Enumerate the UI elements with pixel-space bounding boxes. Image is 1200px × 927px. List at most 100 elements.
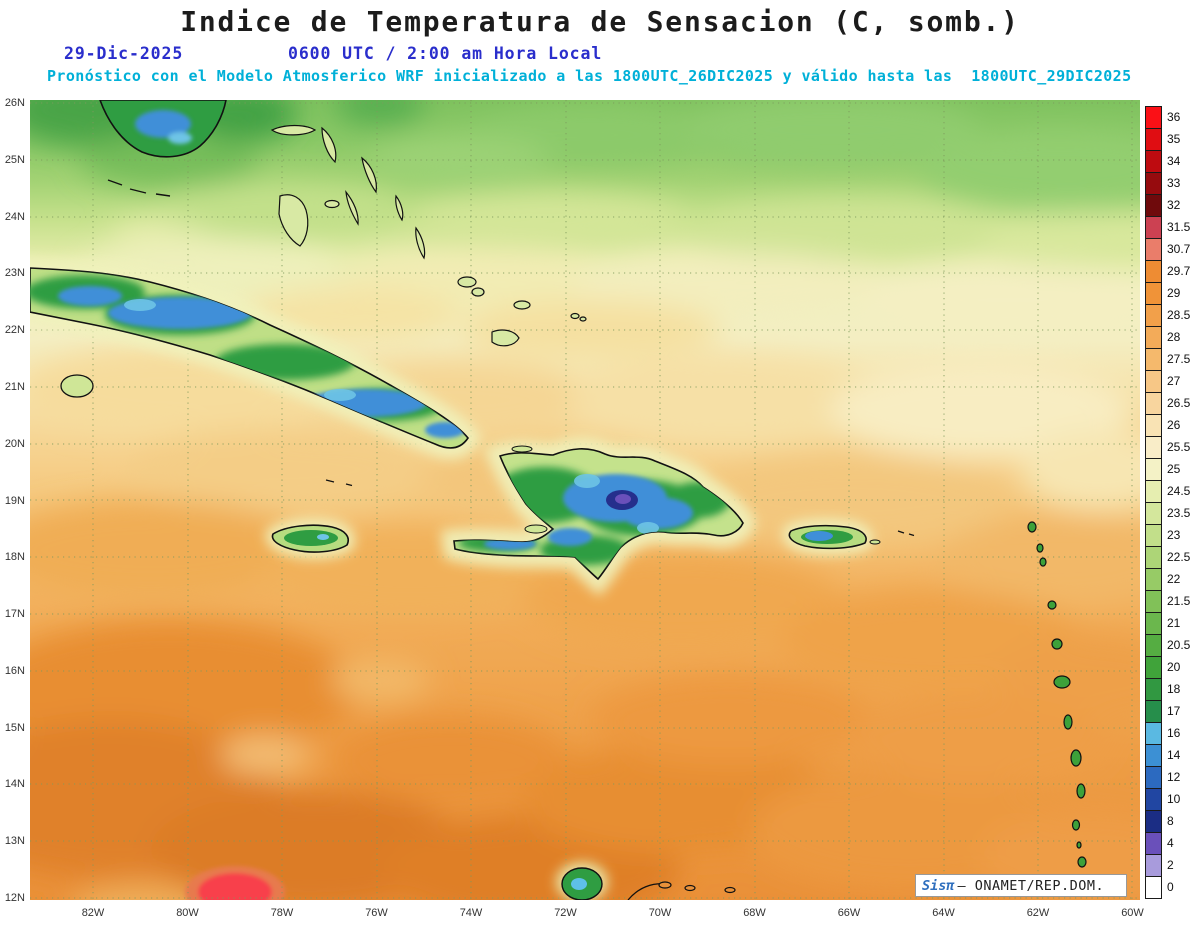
legend-value-label: 30.7 (1167, 242, 1191, 256)
legend-value-label: 16 (1167, 726, 1181, 740)
legend-swatch (1145, 744, 1162, 767)
legend-value-label: 21 (1167, 616, 1181, 630)
lesser-antilles-group (1027, 521, 1094, 895)
lat-tick-label: 22N (4, 324, 25, 337)
legend-swatch (1145, 656, 1162, 679)
lat-tick-label: 19N (4, 494, 25, 507)
legend-row: 8 (1145, 810, 1190, 833)
field-blobs (30, 100, 1140, 900)
legend-value-label: 26 (1167, 418, 1181, 432)
lat-tick-label: 16N (4, 664, 25, 677)
legend-row: 36 (1145, 106, 1190, 129)
legend-swatch (1145, 172, 1162, 195)
lon-tick-label: 70W (648, 907, 672, 919)
legend-swatch (1145, 524, 1162, 547)
legend-value-label: 29.7 (1167, 264, 1191, 278)
legend-swatch (1145, 304, 1162, 327)
legend-value-label: 20 (1167, 660, 1181, 674)
legend-value-label: 20.5 (1167, 638, 1191, 652)
legend-value-label: 27.5 (1167, 352, 1191, 366)
legend-swatch (1145, 700, 1162, 723)
legend-row: 33 (1145, 172, 1190, 195)
legend-value-label: 31.5 (1167, 220, 1191, 234)
vieques-island (869, 539, 881, 545)
lon-tick-label: 76W (365, 907, 388, 919)
lon-tick-label: 72W (554, 907, 577, 919)
legend-swatch (1145, 854, 1162, 877)
legend-value-label: 32 (1167, 198, 1181, 212)
legend-row: 30.7 (1145, 238, 1190, 261)
lon-tick-label: 68W (743, 907, 766, 919)
lat-tick-label: 26N (4, 97, 25, 109)
legend-value-label: 0 (1167, 880, 1174, 894)
lon-tick-label: 62W (1026, 907, 1050, 919)
gonave-island (524, 524, 548, 534)
legend-row: 27.5 (1145, 348, 1190, 371)
legend-row: 32 (1145, 194, 1190, 217)
legend-value-label: 22 (1167, 572, 1181, 586)
legend-row: 14 (1145, 744, 1190, 767)
isle-of-youth (60, 374, 94, 398)
legend-row: 17 (1145, 700, 1190, 723)
legend-row: 22 (1145, 568, 1190, 591)
legend-value-label: 22.5 (1167, 550, 1191, 564)
legend-swatch (1145, 436, 1162, 459)
legend-swatch (1145, 766, 1162, 789)
legend-row: 10 (1145, 788, 1190, 811)
santa-marta-highlands (561, 867, 603, 900)
legend-swatch (1145, 458, 1162, 481)
legend-row: 20 (1145, 656, 1190, 679)
legend-row: 0 (1145, 876, 1190, 899)
legend-value-label: 26.5 (1167, 396, 1191, 410)
legend-value-label: 34 (1167, 154, 1181, 168)
legend-value-label: 28.5 (1167, 308, 1191, 322)
legend-swatch (1145, 788, 1162, 811)
legend-value-label: 35 (1167, 132, 1181, 146)
legend-value-label: 21.5 (1167, 594, 1191, 608)
lon-tick-label: 66W (837, 907, 861, 919)
legend-swatch (1145, 128, 1162, 151)
florida-keys (107, 179, 171, 197)
legend-swatch (1145, 568, 1162, 591)
legend-row: 28.5 (1145, 304, 1190, 327)
date-label: 29-Dic-2025 (64, 44, 184, 63)
legend-value-label: 27 (1167, 374, 1181, 388)
legend-value-label: 23.5 (1167, 506, 1191, 520)
legend-value-label: 23 (1167, 528, 1181, 542)
attribution-box: Sisπ — ONAMET/REP.DOM. (915, 874, 1127, 897)
island-puerto-rico (788, 524, 881, 550)
legend-value-label: 33 (1167, 176, 1181, 190)
legend-row: 27 (1145, 370, 1190, 393)
legend-row: 34 (1145, 150, 1190, 173)
lat-tick-label: 14N (4, 778, 25, 791)
abc-islands (658, 881, 736, 894)
bahamas-group (270, 124, 587, 347)
tortuga-island (511, 445, 533, 453)
island-hispaniola (453, 445, 744, 581)
legend-swatch (1145, 326, 1162, 349)
lon-tick-label: 82W (81, 907, 105, 919)
legend-row: 23 (1145, 524, 1190, 547)
red-hotspot (185, 866, 285, 900)
legend-value-label: 8 (1167, 814, 1174, 828)
legend-row: 29.7 (1145, 260, 1190, 283)
legend-swatch (1145, 480, 1162, 503)
legend-row: 2 (1145, 854, 1190, 877)
legend-value-label: 14 (1167, 748, 1181, 762)
lat-tick-label: 17N (4, 608, 25, 621)
legend-swatch (1145, 590, 1162, 613)
legend-swatch (1145, 370, 1162, 393)
legend-swatch (1145, 612, 1162, 635)
lon-tick-label: 74W (459, 907, 483, 919)
legend-row: 21 (1145, 612, 1190, 635)
lat-tick-label: 20N (4, 437, 25, 450)
legend-row: 23.5 (1145, 502, 1190, 525)
legend-row: 22.5 (1145, 546, 1190, 569)
legend-value-label: 25.5 (1167, 440, 1191, 454)
legend-swatch (1145, 150, 1162, 173)
lat-tick-label: 18N (4, 551, 25, 564)
lon-tick-label: 78W (270, 907, 294, 919)
lon-tick-label: 64W (932, 907, 955, 919)
legend-row: 25 (1145, 458, 1190, 481)
